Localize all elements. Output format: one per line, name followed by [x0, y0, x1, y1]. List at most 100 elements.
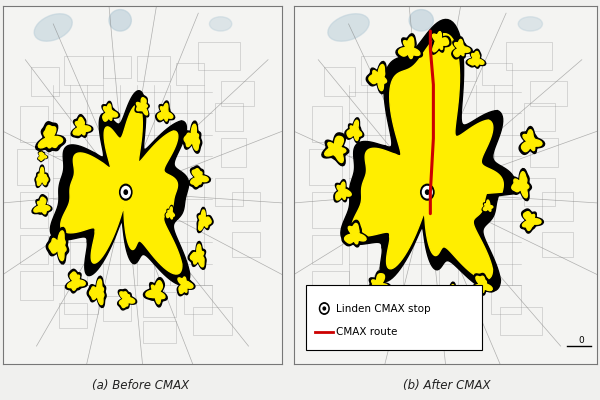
Bar — [103, 56, 131, 78]
Bar — [17, 149, 47, 185]
Polygon shape — [158, 103, 173, 121]
Polygon shape — [468, 52, 484, 66]
Polygon shape — [512, 172, 529, 198]
Bar — [232, 192, 260, 221]
Polygon shape — [178, 277, 193, 294]
Bar — [143, 321, 176, 342]
Circle shape — [119, 184, 132, 200]
Circle shape — [124, 190, 127, 194]
Polygon shape — [433, 32, 449, 52]
Bar — [445, 321, 482, 342]
Circle shape — [425, 190, 429, 194]
Polygon shape — [146, 280, 165, 304]
Ellipse shape — [209, 17, 232, 31]
Polygon shape — [365, 271, 391, 299]
Bar — [59, 303, 87, 328]
Circle shape — [421, 184, 434, 200]
Bar — [506, 42, 551, 70]
Bar — [137, 56, 170, 81]
Polygon shape — [345, 118, 364, 143]
Text: 0: 0 — [579, 336, 584, 345]
Polygon shape — [368, 274, 388, 296]
Polygon shape — [322, 133, 349, 166]
Polygon shape — [342, 220, 368, 247]
Polygon shape — [188, 242, 206, 269]
Polygon shape — [405, 286, 424, 313]
Bar — [542, 192, 573, 221]
Bar — [20, 271, 53, 300]
Bar — [312, 192, 343, 228]
Ellipse shape — [109, 10, 131, 31]
Bar — [403, 296, 433, 321]
Polygon shape — [103, 104, 118, 121]
Polygon shape — [135, 96, 149, 117]
Polygon shape — [366, 62, 389, 94]
Bar — [143, 292, 176, 318]
Bar — [103, 296, 131, 321]
Polygon shape — [352, 34, 503, 280]
Bar — [355, 303, 385, 328]
Bar — [221, 81, 254, 106]
Bar — [500, 307, 542, 335]
Bar — [20, 235, 47, 264]
Polygon shape — [325, 136, 346, 162]
Ellipse shape — [328, 14, 369, 41]
Circle shape — [319, 303, 329, 314]
Polygon shape — [472, 274, 494, 296]
Polygon shape — [89, 279, 104, 305]
Polygon shape — [38, 151, 47, 162]
Polygon shape — [32, 195, 52, 216]
Bar — [325, 67, 355, 96]
Bar — [64, 285, 98, 314]
Bar — [198, 42, 240, 70]
Bar — [312, 271, 349, 300]
Polygon shape — [34, 197, 50, 214]
Polygon shape — [521, 130, 542, 152]
Bar — [176, 63, 204, 85]
Polygon shape — [344, 224, 366, 244]
Polygon shape — [73, 118, 91, 135]
Polygon shape — [347, 120, 362, 140]
Ellipse shape — [518, 17, 542, 31]
Polygon shape — [46, 228, 68, 264]
Polygon shape — [101, 101, 119, 123]
Polygon shape — [37, 167, 48, 186]
Polygon shape — [176, 274, 195, 296]
Polygon shape — [369, 64, 386, 91]
Circle shape — [323, 307, 326, 310]
Polygon shape — [38, 152, 47, 160]
Bar — [530, 138, 557, 167]
Polygon shape — [155, 101, 175, 124]
Polygon shape — [396, 34, 422, 62]
Polygon shape — [61, 105, 182, 274]
Polygon shape — [143, 278, 167, 307]
Polygon shape — [520, 209, 544, 233]
Bar — [530, 81, 567, 106]
Polygon shape — [336, 182, 351, 200]
Polygon shape — [341, 20, 515, 291]
Bar — [64, 56, 103, 85]
Bar — [524, 178, 554, 206]
FancyBboxPatch shape — [306, 285, 482, 350]
Bar — [221, 138, 246, 167]
Polygon shape — [484, 200, 493, 211]
Polygon shape — [119, 292, 134, 308]
Polygon shape — [197, 208, 213, 232]
Polygon shape — [431, 29, 451, 54]
Bar — [439, 56, 476, 81]
Polygon shape — [334, 180, 353, 202]
Bar — [491, 285, 521, 314]
Polygon shape — [509, 168, 532, 201]
Polygon shape — [466, 49, 486, 68]
Polygon shape — [38, 126, 62, 148]
Bar — [542, 232, 573, 257]
Polygon shape — [35, 165, 50, 188]
Bar — [193, 307, 232, 335]
Text: (a) Before CMAX: (a) Before CMAX — [92, 380, 190, 392]
Polygon shape — [444, 284, 458, 305]
Polygon shape — [191, 169, 208, 186]
Bar — [482, 63, 512, 85]
Polygon shape — [523, 212, 541, 230]
Text: CMAX route: CMAX route — [337, 328, 398, 338]
Bar — [361, 56, 403, 85]
